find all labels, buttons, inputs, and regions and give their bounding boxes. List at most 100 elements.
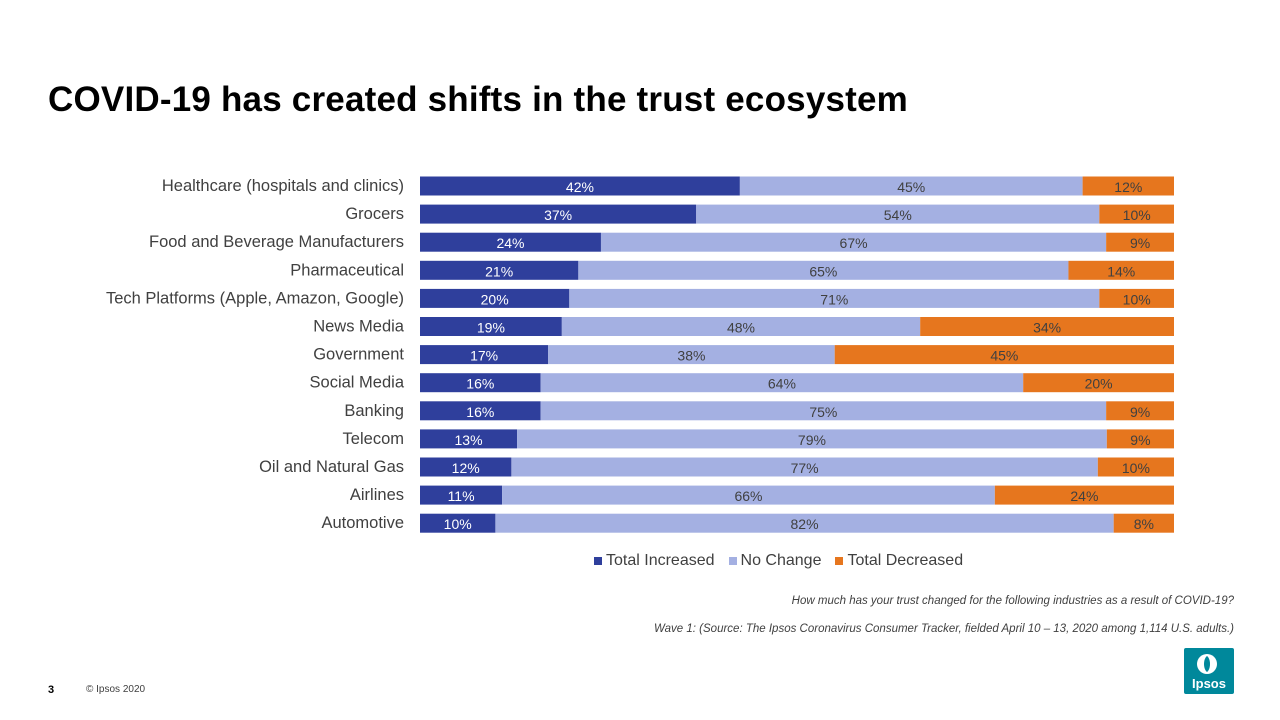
value-label-total-decreased-airlines: 24%: [1070, 488, 1098, 504]
value-label-total-increased-food-and-beverage-manufacturers: 24%: [496, 235, 524, 251]
value-label-total-decreased-banking: 9%: [1130, 404, 1150, 420]
bar-total-increased-pharmaceutical: [420, 260, 579, 280]
value-label-no-change-food-and-beverage-manufacturers: 67%: [840, 235, 868, 251]
value-label-total-increased-healthcare-hospitals-and-clinics: 42%: [566, 179, 594, 195]
category-label-tech-platforms-apple-amazon-google: Tech Platforms (Apple, Amazon, Google): [106, 289, 404, 307]
category-label-grocers: Grocers: [345, 205, 404, 223]
bar-total-increased-government: [420, 345, 549, 365]
bar-total-decreased-oil-and-natural-gas: [1097, 457, 1174, 477]
logo-text: Ipsos: [1192, 676, 1226, 691]
value-label-no-change-automotive: 82%: [791, 516, 819, 532]
value-label-total-increased-social-media: 16%: [466, 376, 494, 392]
value-label-total-increased-pharmaceutical: 21%: [485, 263, 513, 279]
value-label-no-change-news-media: 48%: [727, 320, 755, 336]
bar-total-decreased-banking: [1106, 401, 1174, 421]
value-label-total-decreased-social-media: 20%: [1085, 376, 1113, 392]
value-label-total-decreased-news-media: 34%: [1033, 320, 1061, 336]
bar-total-increased-tech-platforms-apple-amazon-google: [420, 288, 570, 308]
value-label-no-change-healthcare-hospitals-and-clinics: 45%: [897, 179, 925, 195]
value-label-total-decreased-tech-platforms-apple-amazon-google: 10%: [1123, 291, 1151, 307]
value-label-total-increased-telecom: 13%: [455, 432, 483, 448]
value-label-total-decreased-grocers: 10%: [1123, 207, 1151, 223]
category-label-healthcare-hospitals-and-clinics: Healthcare (hospitals and clinics): [162, 177, 404, 195]
bar-total-increased-airlines: [420, 485, 503, 505]
source-note: Wave 1: (Source: The Ipsos Coronavirus C…: [654, 623, 1234, 635]
bar-total-decreased-news-media: [920, 317, 1174, 336]
trust-change-chart: Healthcare (hospitals and clinics) 42% 45%…: [106, 176, 1174, 533]
bar-total-increased-oil-and-natural-gas: [420, 457, 512, 477]
value-label-no-change-tech-platforms-apple-amazon-google: 71%: [820, 291, 848, 307]
page-number: 3: [48, 684, 55, 696]
legend-item-total-increased: Total Increased: [594, 552, 715, 570]
bar-total-decreased-social-media: [1023, 373, 1174, 393]
bar-no-change-airlines: [502, 485, 995, 505]
bar-total-decreased-automotive: [1113, 513, 1174, 533]
value-label-total-decreased-pharmaceutical: 14%: [1107, 263, 1135, 279]
logo-mark-icon: [1197, 654, 1217, 674]
bar-total-increased-grocers: [420, 204, 697, 224]
category-label-social-media: Social Media: [310, 374, 405, 392]
legend-swatch-total-decreased: [835, 557, 844, 565]
bar-no-change-tech-platforms-apple-amazon-google: [569, 288, 1100, 308]
value-label-total-decreased-telecom: 9%: [1130, 432, 1150, 448]
value-label-total-increased-oil-and-natural-gas: 12%: [452, 460, 480, 476]
bar-no-change-food-and-beverage-manufacturers: [600, 232, 1107, 252]
value-label-no-change-grocers: 54%: [884, 207, 912, 223]
category-label-pharmaceutical: Pharmaceutical: [290, 261, 404, 279]
value-label-total-increased-grocers: 37%: [544, 207, 572, 223]
value-label-total-increased-tech-platforms-apple-amazon-google: 20%: [481, 291, 509, 307]
chart-legend: Total Increased No Change Total Decrease…: [594, 552, 963, 570]
legend-item-no-change: No Change: [728, 552, 822, 570]
page-title: COVID-19 has created shifts in the trust…: [48, 80, 908, 119]
value-label-no-change-government: 38%: [677, 348, 705, 364]
category-label-food-and-beverage-manufacturers: Food and Beverage Manufacturers: [149, 233, 404, 251]
value-label-total-increased-news-media: 19%: [477, 320, 505, 336]
value-label-total-decreased-healthcare-hospitals-and-clinics: 12%: [1114, 179, 1142, 195]
bar-no-change-automotive: [495, 513, 1114, 533]
legend-swatch-no-change: [728, 557, 737, 565]
bar-no-change-healthcare-hospitals-and-clinics: [739, 176, 1083, 196]
value-label-total-increased-airlines: 11%: [448, 488, 475, 504]
bar-total-decreased-pharmaceutical: [1068, 260, 1174, 280]
bar-total-increased-banking: [420, 401, 541, 421]
category-label-telecom: Telecom: [343, 430, 404, 448]
bar-total-decreased-telecom: [1106, 429, 1174, 449]
value-label-no-change-oil-and-natural-gas: 77%: [791, 460, 819, 476]
category-label-news-media: News Media: [313, 318, 405, 336]
value-label-total-decreased-government: 45%: [990, 348, 1018, 364]
category-label-banking: Banking: [344, 402, 404, 420]
value-label-total-decreased-oil-and-natural-gas: 10%: [1122, 460, 1150, 476]
bar-total-decreased-healthcare-hospitals-and-clinics: [1082, 176, 1174, 196]
bar-total-increased-news-media: [420, 317, 562, 336]
bar-no-change-news-media: [561, 317, 921, 336]
bar-total-decreased-government: [834, 345, 1174, 365]
legend-label-no-change: No Change: [740, 552, 822, 569]
bar-no-change-oil-and-natural-gas: [511, 457, 1098, 477]
value-label-no-change-airlines: 66%: [734, 488, 762, 504]
value-label-no-change-telecom: 79%: [798, 432, 826, 448]
category-label-automotive: Automotive: [321, 514, 404, 532]
value-label-no-change-pharmaceutical: 65%: [809, 263, 837, 279]
bar-no-change-grocers: [696, 204, 1100, 224]
value-label-total-decreased-food-and-beverage-manufacturers: 9%: [1130, 235, 1150, 251]
legend-label-total-decreased: Total Decreased: [847, 552, 964, 569]
copyright-notice: © Ipsos 2020: [86, 684, 146, 695]
legend-item-total-decreased: Total Decreased: [835, 552, 963, 570]
value-label-no-change-social-media: 64%: [768, 376, 796, 392]
bar-total-increased-telecom: [420, 429, 518, 449]
bar-total-decreased-tech-platforms-apple-amazon-google: [1099, 288, 1174, 308]
bar-no-change-pharmaceutical: [578, 260, 1069, 280]
bar-total-decreased-airlines: [994, 485, 1174, 505]
bar-no-change-telecom: [517, 429, 1107, 449]
bar-no-change-banking: [540, 401, 1107, 421]
value-label-total-decreased-automotive: 8%: [1134, 516, 1154, 532]
bar-total-increased-automotive: [420, 513, 496, 533]
category-label-oil-and-natural-gas: Oil and Natural Gas: [259, 458, 404, 476]
legend-swatch-total-increased: [594, 557, 602, 565]
survey-question-note: How much has your trust changed for the …: [791, 595, 1234, 607]
category-label-government: Government: [313, 346, 404, 364]
ipsos-logo: Ipsos: [1184, 648, 1234, 694]
bar-total-increased-healthcare-hospitals-and-clinics: [420, 176, 740, 196]
value-label-no-change-banking: 75%: [809, 404, 837, 420]
bar-no-change-government: [548, 345, 835, 365]
